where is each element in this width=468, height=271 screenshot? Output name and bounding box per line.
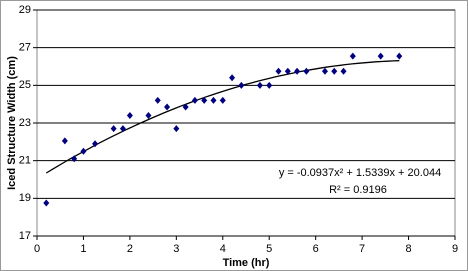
data-point [266, 81, 273, 89]
y-tick-label: 27 [19, 42, 31, 54]
data-point [321, 67, 328, 75]
data-point [229, 74, 236, 82]
data-point [173, 125, 180, 133]
data-point [191, 96, 198, 104]
data-point [349, 52, 356, 60]
x-tick-label: 4 [220, 243, 226, 255]
data-point [126, 111, 133, 119]
data-point [303, 67, 310, 75]
data-point [331, 67, 338, 75]
data-point [71, 155, 78, 163]
data-point [219, 96, 226, 104]
x-tick-label: 7 [359, 243, 365, 255]
y-tick-label: 21 [19, 155, 31, 167]
data-point [284, 67, 291, 75]
x-tick-label: 9 [452, 243, 458, 255]
data-point [92, 140, 99, 148]
data-point [182, 103, 189, 111]
data-point [377, 52, 384, 60]
x-tick-label: 6 [313, 243, 319, 255]
y-tick-label: 23 [19, 117, 31, 129]
data-point [110, 125, 117, 133]
data-point [80, 147, 87, 155]
x-tick-label: 0 [34, 243, 40, 255]
data-point [210, 96, 217, 104]
y-axis-label: Iced Structure Width (cm) [6, 56, 18, 190]
data-point [294, 67, 301, 75]
data-point [164, 103, 171, 111]
data-point [145, 111, 152, 119]
x-tick-label: 2 [127, 243, 133, 255]
y-tick-label: 19 [19, 192, 31, 204]
x-tick-label: 5 [266, 243, 272, 255]
trendline-equation: y = -0.0937x² + 1.5339x + 20.044 [279, 167, 441, 179]
data-point [340, 67, 347, 75]
trendline [45, 60, 400, 174]
x-tick-label: 3 [173, 243, 179, 255]
data-point [61, 137, 68, 145]
data-point [43, 199, 50, 207]
data-point [119, 125, 126, 133]
data-point [256, 81, 263, 89]
data-point [238, 81, 245, 89]
x-axis-label: Time (hr) [223, 257, 270, 269]
x-tick-label: 8 [405, 243, 411, 255]
data-point [396, 52, 403, 60]
data-point [201, 96, 208, 104]
r-squared: R² = 0.9196 [329, 184, 387, 196]
data-point [275, 67, 282, 75]
y-tick-label: 17 [19, 230, 31, 242]
y-tick-label: 29 [19, 4, 31, 16]
x-tick-label: 1 [80, 243, 86, 255]
y-tick-label: 25 [19, 79, 31, 91]
data-point [154, 96, 161, 104]
